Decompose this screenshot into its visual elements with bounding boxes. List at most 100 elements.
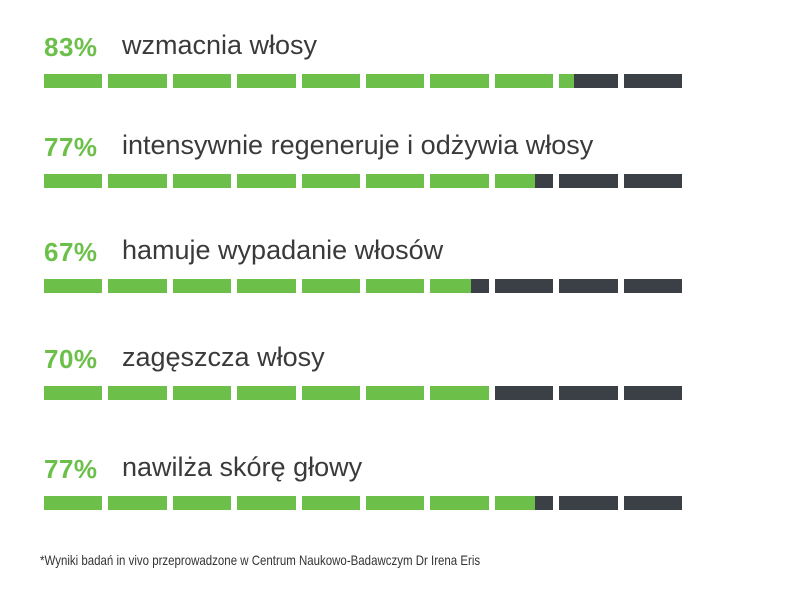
chart-row: 83% wzmacnia włosy — [44, 30, 684, 112]
bar-segment — [301, 74, 360, 88]
bar-segment — [172, 74, 232, 88]
bar-segment — [366, 74, 425, 88]
bar-segment-fill — [108, 386, 167, 400]
bar-segment — [108, 74, 167, 88]
bar-segment-fill — [108, 74, 167, 88]
bar-segment — [430, 386, 489, 400]
bar-segment — [301, 174, 360, 188]
value-label: 77% — [44, 454, 98, 484]
bar-segment — [108, 386, 167, 400]
value-label: 83% — [44, 32, 98, 62]
bar-segment — [108, 279, 167, 293]
value-label: 77% — [44, 132, 98, 162]
bar-segment-fill — [44, 74, 103, 88]
bar-segment — [237, 74, 296, 88]
bar-segment-fill — [301, 496, 360, 510]
bar-segment-fill — [172, 174, 232, 188]
bar-segment-fill — [430, 174, 489, 188]
bar-segment-fill — [494, 496, 536, 510]
bar-segment — [172, 174, 232, 188]
bar-segment — [108, 496, 167, 510]
bar-segment-fill — [237, 74, 296, 88]
bar-segment-fill — [172, 386, 232, 400]
bar-segment-fill — [108, 174, 167, 188]
bar-segment-fill — [237, 496, 296, 510]
bar-segment — [301, 279, 360, 293]
bar-segment — [559, 74, 618, 88]
bar-segment-fill — [172, 496, 232, 510]
bar-segment-fill — [366, 74, 425, 88]
bar-segment — [430, 496, 489, 510]
bar-segment — [44, 386, 103, 400]
progress-bar — [44, 74, 682, 88]
bar-segment — [172, 386, 232, 400]
category-label: intensywnie regeneruje i odżywia włosy — [122, 130, 594, 160]
bar-segment-fill — [430, 386, 489, 400]
bar-segment — [430, 279, 489, 293]
bar-segment-fill — [44, 496, 103, 510]
bar-segment-fill — [494, 74, 554, 88]
bar-segment-fill — [301, 174, 360, 188]
category-label: zagęszcza włosy — [122, 342, 325, 372]
bar-segment — [301, 496, 360, 510]
bar-segment-fill — [172, 279, 232, 293]
bar-segment — [623, 174, 682, 188]
bar-segment-fill — [44, 386, 103, 400]
bar-segment — [494, 386, 554, 400]
bar-segment — [366, 496, 425, 510]
chart-row: 77% intensywnie regeneruje i odżywia włos… — [44, 130, 684, 212]
bar-segment-fill — [108, 279, 167, 293]
bar-segment — [623, 386, 682, 400]
bar-segment-fill — [237, 279, 296, 293]
bar-segment — [366, 279, 425, 293]
bar-segment — [44, 74, 103, 88]
bar-segment — [430, 174, 489, 188]
bar-segment — [559, 174, 618, 188]
value-label: 67% — [44, 237, 98, 267]
progress-bar — [44, 386, 682, 400]
bar-segment — [623, 74, 682, 88]
bar-segment — [301, 386, 360, 400]
progress-bar — [44, 496, 682, 510]
bar-segment — [494, 279, 554, 293]
bar-segment — [237, 174, 296, 188]
bar-segment — [108, 174, 167, 188]
bar-segment-fill — [430, 74, 489, 88]
bar-segment-fill — [559, 74, 574, 88]
bar-segment — [623, 496, 682, 510]
bar-segment — [494, 496, 554, 510]
category-label: wzmacnia włosy — [122, 30, 318, 60]
bar-segment — [559, 279, 618, 293]
bar-segment — [172, 279, 232, 293]
bar-segment-fill — [366, 496, 425, 510]
bar-segment-fill — [366, 386, 425, 400]
bar-segment — [559, 386, 618, 400]
bar-segment-fill — [430, 279, 472, 293]
chart-row: 70% zagęszcza włosy — [44, 342, 684, 424]
bar-segment — [494, 74, 554, 88]
bar-segment — [559, 496, 618, 510]
category-label: hamuje wypadanie włosów — [122, 235, 444, 265]
bar-segment — [237, 386, 296, 400]
value-label: 70% — [44, 344, 98, 374]
bar-segment-fill — [172, 74, 232, 88]
bar-segment — [366, 386, 425, 400]
bar-segment — [44, 279, 103, 293]
bar-segment — [623, 279, 682, 293]
progress-bar — [44, 174, 682, 188]
bar-segment — [44, 174, 103, 188]
bar-segment-fill — [108, 496, 167, 510]
bar-segment — [366, 174, 425, 188]
bar-segment-fill — [494, 174, 536, 188]
bar-segment-fill — [301, 279, 360, 293]
progress-bar — [44, 279, 682, 293]
bar-segment-fill — [366, 174, 425, 188]
chart-row: 67% hamuje wypadanie włosów — [44, 235, 684, 317]
bar-segment — [237, 279, 296, 293]
bar-segment — [172, 496, 232, 510]
bar-segment-fill — [301, 386, 360, 400]
bar-segment — [494, 174, 554, 188]
bar-segment-fill — [301, 74, 360, 88]
bar-segment-fill — [237, 386, 296, 400]
chart-row: 77% nawilża skórę głowy — [44, 452, 684, 534]
